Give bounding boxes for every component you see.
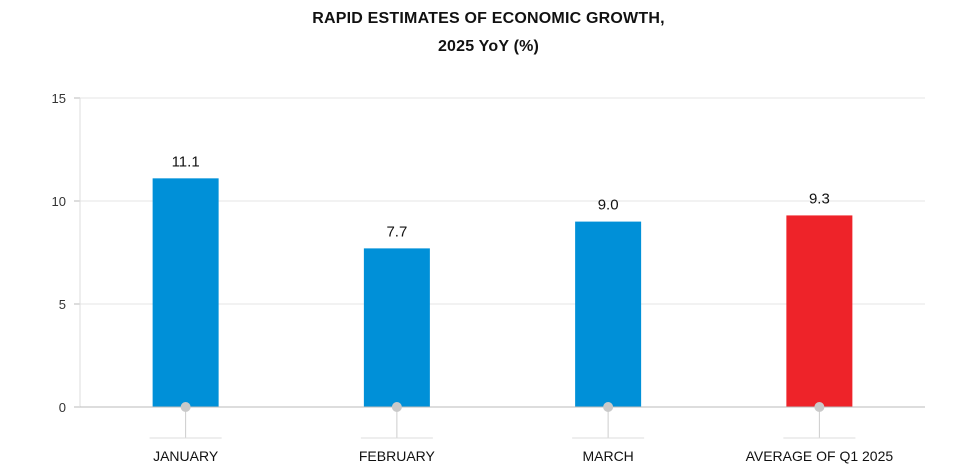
bar	[575, 221, 642, 407]
data-label: 7.7	[386, 223, 407, 240]
data-label: 11.1	[172, 153, 200, 170]
data-label: 9.3	[809, 190, 830, 207]
x-tick-label: JANUARY	[153, 448, 219, 464]
chart-title-line1: RAPID ESTIMATES OF ECONOMIC GROWTH,	[312, 10, 665, 27]
category-marker	[603, 402, 614, 412]
category-marker	[391, 402, 402, 412]
x-tick-label: FEBRUARY	[359, 448, 436, 464]
bar	[786, 215, 853, 407]
y-tick-label: 10	[52, 194, 66, 209]
y-tick-label: 0	[59, 400, 66, 415]
data-label: 9.0	[598, 197, 619, 214]
y-tick-label: 5	[59, 297, 66, 312]
bar	[152, 178, 219, 407]
category-marker	[180, 402, 191, 412]
chart-title-line2: 2025 YoY (%)	[437, 38, 540, 55]
y-tick-label: 15	[52, 91, 66, 106]
x-tick-label: AVERAGE OF Q1 2025	[746, 448, 894, 464]
x-tick-label: MARCH	[582, 448, 633, 464]
category-marker	[814, 402, 825, 412]
bar	[363, 248, 430, 407]
